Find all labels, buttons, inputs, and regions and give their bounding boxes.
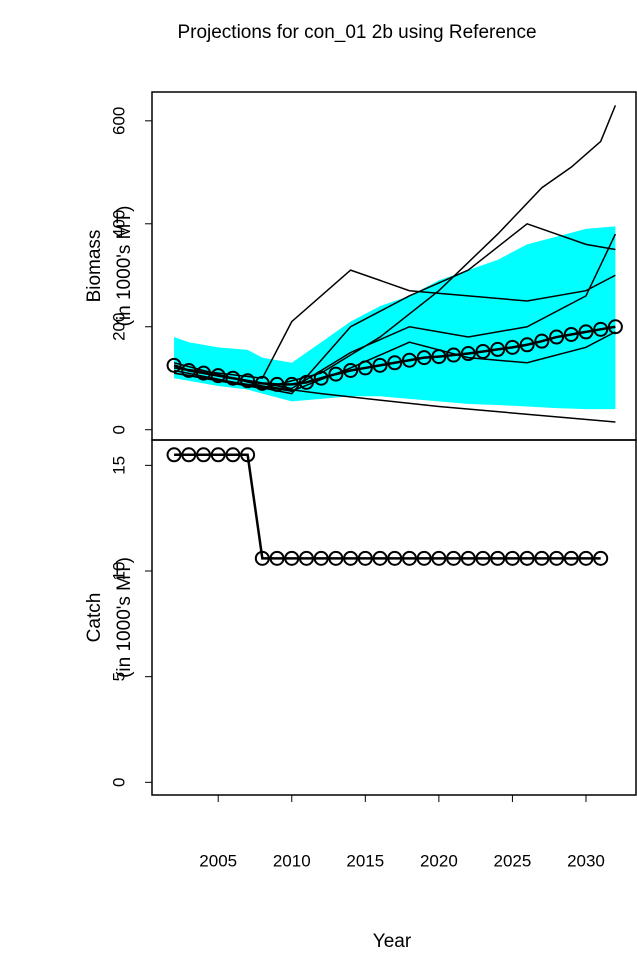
point <box>313 550 329 566</box>
point <box>372 550 388 566</box>
point <box>254 550 270 566</box>
point <box>284 550 300 566</box>
point <box>475 343 491 359</box>
series-line <box>173 269 616 380</box>
series-line <box>173 233 617 390</box>
y-tick-label: 600 <box>109 107 128 135</box>
point <box>593 321 609 337</box>
point <box>549 550 565 566</box>
confidence-band <box>174 226 616 410</box>
point <box>372 357 388 373</box>
point <box>166 447 182 463</box>
point <box>416 350 432 366</box>
point <box>519 550 535 566</box>
point <box>328 550 344 566</box>
point <box>210 447 226 463</box>
point <box>343 550 359 566</box>
y-tick-label: 0 <box>109 778 128 787</box>
y-axis-label: Biomass <box>84 230 105 303</box>
point <box>181 447 197 463</box>
point <box>460 346 476 362</box>
point <box>313 370 329 386</box>
series-line <box>173 105 617 390</box>
point <box>401 352 417 368</box>
y-axis-label: (in 1000's MT) <box>114 206 135 327</box>
point <box>387 550 403 566</box>
point <box>416 550 432 566</box>
point <box>607 319 623 335</box>
point <box>460 550 476 566</box>
y-tick-label: 5 <box>109 672 128 681</box>
point <box>195 365 211 381</box>
x-tick-label: 2030 <box>567 851 605 870</box>
point <box>195 447 211 463</box>
y-axis-label: (in 1000's MT) <box>114 557 135 678</box>
point <box>475 550 491 566</box>
point <box>225 370 241 386</box>
point <box>401 550 417 566</box>
x-tick-label: 2020 <box>420 851 458 870</box>
point <box>387 355 403 371</box>
chart-title: Projections for con_01 2b using Referenc… <box>177 22 536 43</box>
point <box>240 447 256 463</box>
point <box>519 337 535 353</box>
x-tick-label: 2015 <box>346 851 384 870</box>
series-line <box>173 331 616 392</box>
point <box>504 339 520 355</box>
y-tick-label: 400 <box>109 210 128 238</box>
point <box>549 329 565 345</box>
point <box>269 550 285 566</box>
point <box>578 324 594 340</box>
point <box>563 550 579 566</box>
point <box>593 550 609 566</box>
x-tick-label: 2005 <box>199 851 237 870</box>
x-tick-label: 2010 <box>273 851 311 870</box>
y-tick-label: 0 <box>109 425 128 434</box>
point <box>446 550 462 566</box>
point <box>534 333 550 349</box>
point <box>328 366 344 382</box>
y-tick-label: 200 <box>109 313 128 341</box>
point <box>490 341 506 357</box>
point <box>563 326 579 342</box>
point <box>504 550 520 566</box>
x-axis-label: Year <box>373 931 412 952</box>
plot-frame <box>151 439 637 796</box>
x-tick-label: 2025 <box>494 851 532 870</box>
point <box>225 447 241 463</box>
point <box>298 550 314 566</box>
point <box>534 550 550 566</box>
y-tick-label: 15 <box>109 456 128 475</box>
point <box>357 550 373 566</box>
y-axis-label: Catch <box>84 593 105 643</box>
series-line <box>174 453 601 560</box>
point <box>431 550 447 566</box>
y-tick-label: 10 <box>109 562 128 581</box>
point <box>166 357 182 373</box>
point <box>490 550 506 566</box>
point <box>578 550 594 566</box>
